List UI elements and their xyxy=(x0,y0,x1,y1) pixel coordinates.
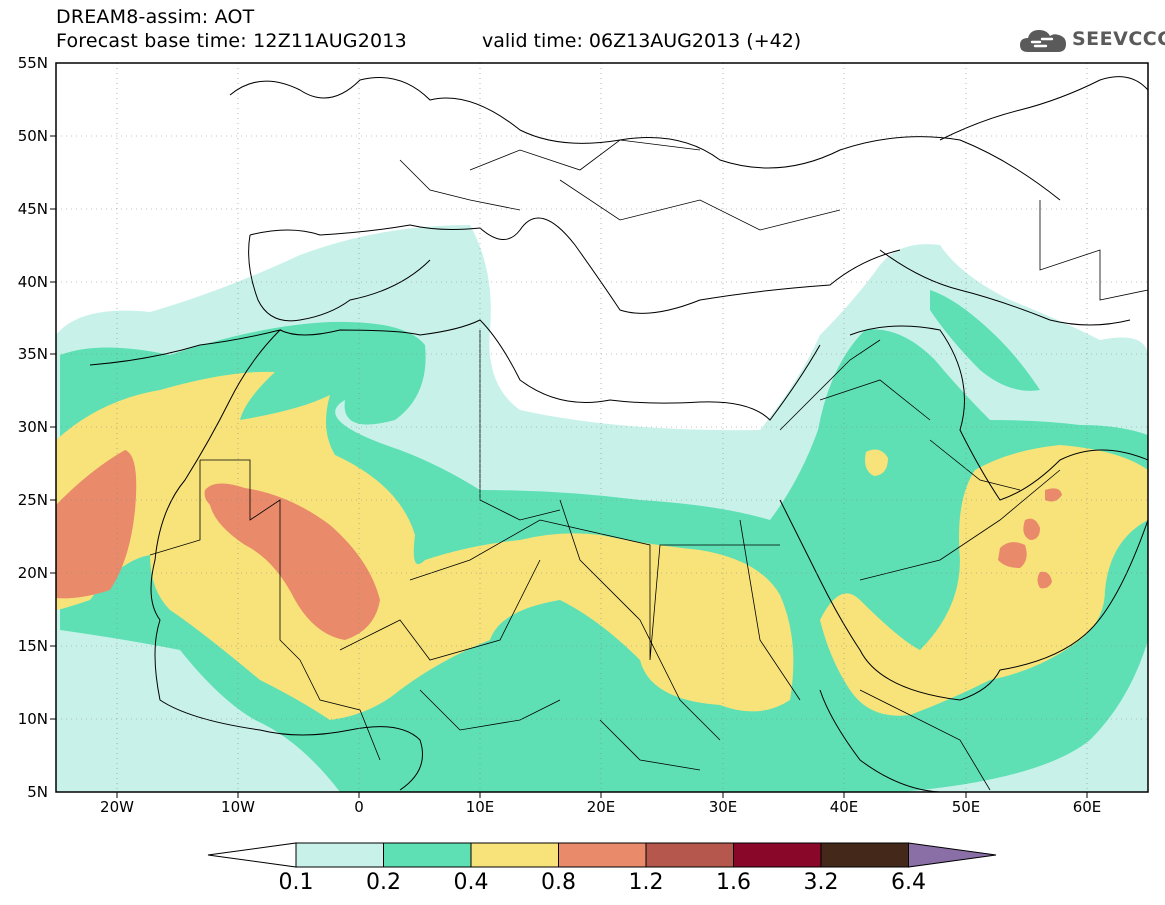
lat-label: 20N xyxy=(18,564,48,582)
lat-ticks xyxy=(50,135,56,720)
lon-label: 20W xyxy=(100,798,134,816)
aot-patch-arabia xyxy=(865,449,888,476)
lon-label: 10E xyxy=(466,798,495,816)
colorbar-label: 0.8 xyxy=(541,870,576,895)
lon-label: 0 xyxy=(354,798,364,816)
logo-text: SEEVCCC xyxy=(1072,28,1165,50)
lat-label: 50N xyxy=(18,127,48,145)
cloud-icon xyxy=(1020,30,1066,52)
colorbar-right-arrow xyxy=(908,842,997,868)
colorbar-segment xyxy=(470,842,559,868)
lat-label: 45N xyxy=(18,200,48,218)
valid-time: valid time: 06Z13AUG2013 (+42) xyxy=(482,30,802,52)
colorbar-segment xyxy=(558,842,647,868)
lat-label: 25N xyxy=(18,491,48,509)
lat-label: 10N xyxy=(18,710,48,728)
colorbar-label: 0.1 xyxy=(278,870,314,895)
lat-label: 5N xyxy=(27,783,48,801)
colorbar-segment xyxy=(820,842,909,868)
lon-label: 10W xyxy=(221,798,255,816)
aot-band-0.8 xyxy=(56,450,1062,640)
grid-lines xyxy=(56,63,1148,792)
lon-label: 60E xyxy=(1073,798,1102,816)
colorbar-left-arrow xyxy=(207,842,297,868)
lat-axis: 55N 50N 45N 40N 35N 30N 25N 20N 15N 10N … xyxy=(18,54,48,801)
aot-field xyxy=(56,63,1148,792)
lat-label: 30N xyxy=(18,418,48,436)
lon-label: 50E xyxy=(952,798,981,816)
lon-label: 20E xyxy=(587,798,616,816)
colorbar-segment xyxy=(645,842,734,868)
colorbar-segment xyxy=(383,842,472,868)
country-borders xyxy=(149,139,1148,791)
seevccc-logo: SEEVCCC xyxy=(1018,24,1165,56)
forecast-base-time: Forecast base time: 12Z11AUG2013 xyxy=(56,30,407,52)
colorbar-label: 1.6 xyxy=(716,870,751,895)
lat-label: 55N xyxy=(18,54,48,72)
lat-label: 35N xyxy=(18,345,48,363)
colorbar-label: 0.4 xyxy=(453,870,489,895)
colorbar-segment xyxy=(733,842,822,868)
colorbar-label: 6.4 xyxy=(891,870,926,895)
lon-ticks xyxy=(116,792,1088,798)
colorbar-label: 3.2 xyxy=(803,870,839,895)
lat-label: 40N xyxy=(18,273,48,291)
colorbar-label: 0.2 xyxy=(366,870,401,895)
lon-axis: 20W 10W 0 10E 20E 30E 40E 50E 60E xyxy=(100,798,1101,816)
lat-label: 15N xyxy=(18,637,48,655)
colorbar-label: 1.2 xyxy=(628,870,664,895)
lon-label: 30E xyxy=(709,798,738,816)
lon-label: 40E xyxy=(830,798,859,816)
colorbar-segment xyxy=(295,842,384,868)
map-title: DREAM8-assim: AOT xyxy=(56,6,255,28)
colorbar xyxy=(207,842,997,868)
coastlines xyxy=(89,76,1148,792)
